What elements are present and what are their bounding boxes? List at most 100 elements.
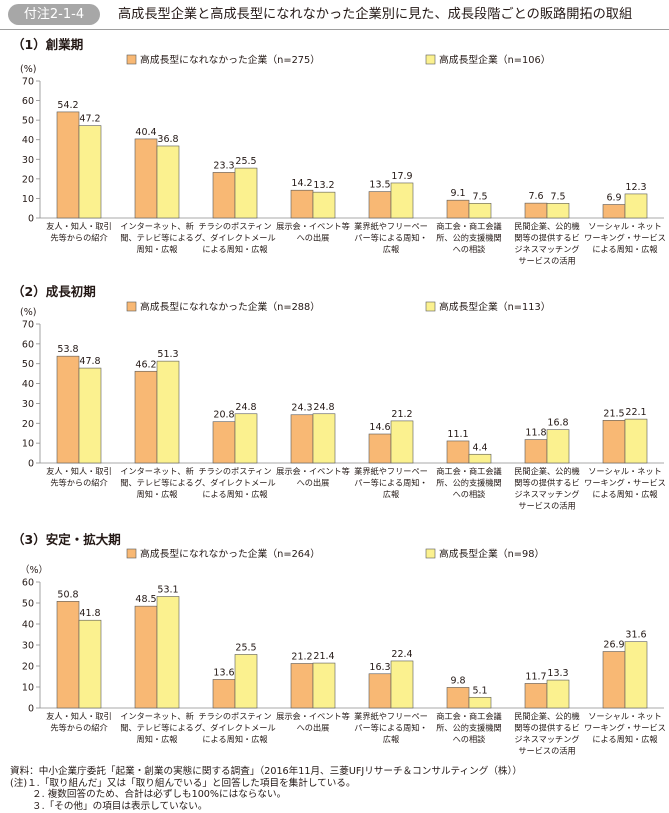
bar-value-label: 36.8 bbox=[157, 134, 178, 145]
y-tick-label: 30 bbox=[22, 399, 34, 410]
category-label-line: 先等からの紹介 bbox=[50, 723, 107, 733]
category-label-line: インターネット、新 bbox=[120, 221, 194, 231]
bar-non-high-growth bbox=[368, 673, 392, 709]
bar-value-label: 48.5 bbox=[135, 594, 156, 605]
category-label-line: 商工会・商工会議 bbox=[436, 221, 502, 231]
category-label-line: サービスの活用 bbox=[518, 256, 575, 266]
category-label-line: 広報 bbox=[383, 489, 399, 499]
bar-non-high-growth bbox=[368, 433, 392, 464]
category-label: 展示会・イベント等への出展 bbox=[276, 466, 350, 488]
y-axis-unit: (%) bbox=[20, 307, 36, 318]
bar-high-growth bbox=[468, 453, 492, 464]
category-label-line: ジネスマッチング bbox=[514, 489, 579, 499]
y-tick-label: 50 bbox=[22, 359, 34, 370]
notes-block: 資料：中小企業庁委託「起業・創業の実態に関する調査」（2016年11月、三菱UF… bbox=[10, 766, 522, 812]
category-label-line: 業界紙やフリーペー bbox=[354, 466, 428, 476]
category-label-line: 民間企業、公的機 bbox=[514, 221, 580, 231]
bar-high-growth bbox=[468, 696, 492, 709]
bar-non-high-growth bbox=[134, 138, 158, 219]
bar-value-label: 24.3 bbox=[291, 403, 312, 414]
bar-value-label: 16.8 bbox=[547, 418, 568, 429]
y-tick-label: 30 bbox=[22, 641, 34, 652]
category-label-line: への相談 bbox=[453, 489, 486, 499]
header-divider bbox=[0, 29, 669, 30]
category-label: インターネット、新聞、テレビ等による周知・広報 bbox=[120, 466, 194, 499]
category-label-line: 周知・広報 bbox=[137, 489, 178, 499]
bar-non-high-growth bbox=[446, 199, 470, 219]
category-label-line: 展示会・イベント等 bbox=[276, 221, 350, 231]
y-tick-label: 60 bbox=[22, 96, 34, 107]
bar-high-growth bbox=[546, 679, 570, 709]
bar-high-growth bbox=[390, 420, 414, 464]
bar-value-label: 14.6 bbox=[369, 422, 390, 433]
legend-label: 高成長型になれなかった企業（n=275） bbox=[140, 53, 320, 66]
category-label-line: による周知・広報 bbox=[592, 734, 657, 744]
bar-high-growth bbox=[312, 191, 336, 219]
bar-value-label: 24.8 bbox=[313, 402, 334, 413]
bar-high-growth bbox=[234, 654, 258, 709]
category-label-line: ソーシャル・ネット bbox=[588, 221, 662, 231]
category-label-line: 友人・知人・取引 bbox=[46, 711, 112, 721]
category-label-line: インターネット、新 bbox=[120, 711, 194, 721]
category-label: ソーシャル・ネットワーキング・サービスによる周知・広報 bbox=[584, 711, 666, 744]
bar-value-label: 9.8 bbox=[450, 675, 465, 686]
category-label: 商工会・商工会議所、公的支援機関への相談 bbox=[436, 466, 502, 499]
legend-label: 高成長型になれなかった企業（n=264） bbox=[140, 547, 320, 560]
y-tick-label: 40 bbox=[22, 620, 34, 631]
bar-non-high-growth bbox=[446, 440, 470, 464]
bar-high-growth bbox=[234, 167, 258, 219]
category-label: 商工会・商工会議所、公的支援機関への相談 bbox=[436, 711, 502, 744]
y-tick-label: 50 bbox=[22, 599, 34, 610]
bar-value-label: 25.5 bbox=[235, 156, 256, 167]
bar-value-label: 7.6 bbox=[528, 191, 543, 202]
bar-value-label: 47.2 bbox=[79, 114, 100, 125]
bar-value-label: 6.9 bbox=[606, 192, 621, 203]
legend-label: 高成長型企業（n=98） bbox=[439, 547, 544, 560]
y-tick-label: 30 bbox=[22, 155, 34, 166]
category-label-line: 関等の提供するビ bbox=[514, 233, 580, 243]
category-label-line: 所、公的支援機関 bbox=[436, 478, 502, 488]
chart-panel-early-growth: （2）成長初期 (%) 高成長型になれなかった企業（n=288） 高成長型企業（n=1… bbox=[12, 284, 666, 511]
bar-non-high-growth bbox=[524, 202, 548, 219]
bar-value-label: 17.9 bbox=[391, 171, 412, 182]
legend-swatch bbox=[425, 301, 436, 312]
y-tick-label: 70 bbox=[22, 77, 34, 88]
bar-high-growth bbox=[624, 418, 648, 464]
y-tick-label: 60 bbox=[22, 578, 34, 589]
y-axis-unit: （%） bbox=[20, 564, 48, 576]
y-tick-label: 20 bbox=[22, 662, 34, 673]
source-note: 資料：中小企業庁委託「起業・創業の実態に関する調査」（2016年11月、三菱UF… bbox=[10, 766, 522, 777]
y-tick-label: 60 bbox=[22, 339, 34, 350]
bar-value-label: 51.3 bbox=[157, 349, 178, 360]
bar-value-label: 13.2 bbox=[313, 180, 334, 191]
bar-value-label: 21.2 bbox=[291, 651, 312, 662]
bar-value-label: 11.7 bbox=[525, 671, 546, 682]
bar-value-label: 5.1 bbox=[472, 685, 487, 696]
y-axis-unit: (%) bbox=[20, 64, 36, 75]
y-tick-label: 10 bbox=[22, 194, 34, 205]
chart-panel-founding: （1）創業期 (%) 高成長型になれなかった企業（n=275） 高成長型企業（n=10… bbox=[12, 37, 666, 266]
bar-high-growth bbox=[390, 660, 414, 709]
bar-high-growth bbox=[156, 596, 180, 709]
category-label-line: 所、公的支援機関 bbox=[436, 723, 502, 733]
bar-value-label: 50.8 bbox=[57, 589, 78, 600]
category-label-line: への出展 bbox=[297, 478, 330, 488]
bar-value-label: 22.4 bbox=[391, 649, 412, 660]
bar-high-growth bbox=[156, 145, 180, 219]
bar-high-growth bbox=[624, 193, 648, 219]
legend-swatch bbox=[126, 301, 137, 312]
bar-value-label: 13.6 bbox=[213, 667, 234, 678]
bar-non-high-growth bbox=[212, 679, 236, 709]
figure-number-badge: 付注2-1-4 bbox=[8, 4, 100, 25]
legend-label: 高成長型企業（n=113） bbox=[439, 300, 551, 313]
bar-high-growth bbox=[78, 619, 102, 709]
bar-high-growth bbox=[390, 182, 414, 219]
category-label-line: 広報 bbox=[383, 244, 399, 254]
category-label-line: サービスの活用 bbox=[518, 746, 575, 756]
category-label-line: 友人・知人・取引 bbox=[46, 466, 112, 476]
category-label: 商工会・商工会議所、公的支援機関への相談 bbox=[436, 221, 502, 254]
bar-non-high-growth bbox=[602, 651, 626, 709]
bar-value-label: 20.8 bbox=[213, 410, 234, 421]
y-tick-label: 50 bbox=[22, 116, 34, 127]
category-label-line: 先等からの紹介 bbox=[50, 233, 107, 243]
